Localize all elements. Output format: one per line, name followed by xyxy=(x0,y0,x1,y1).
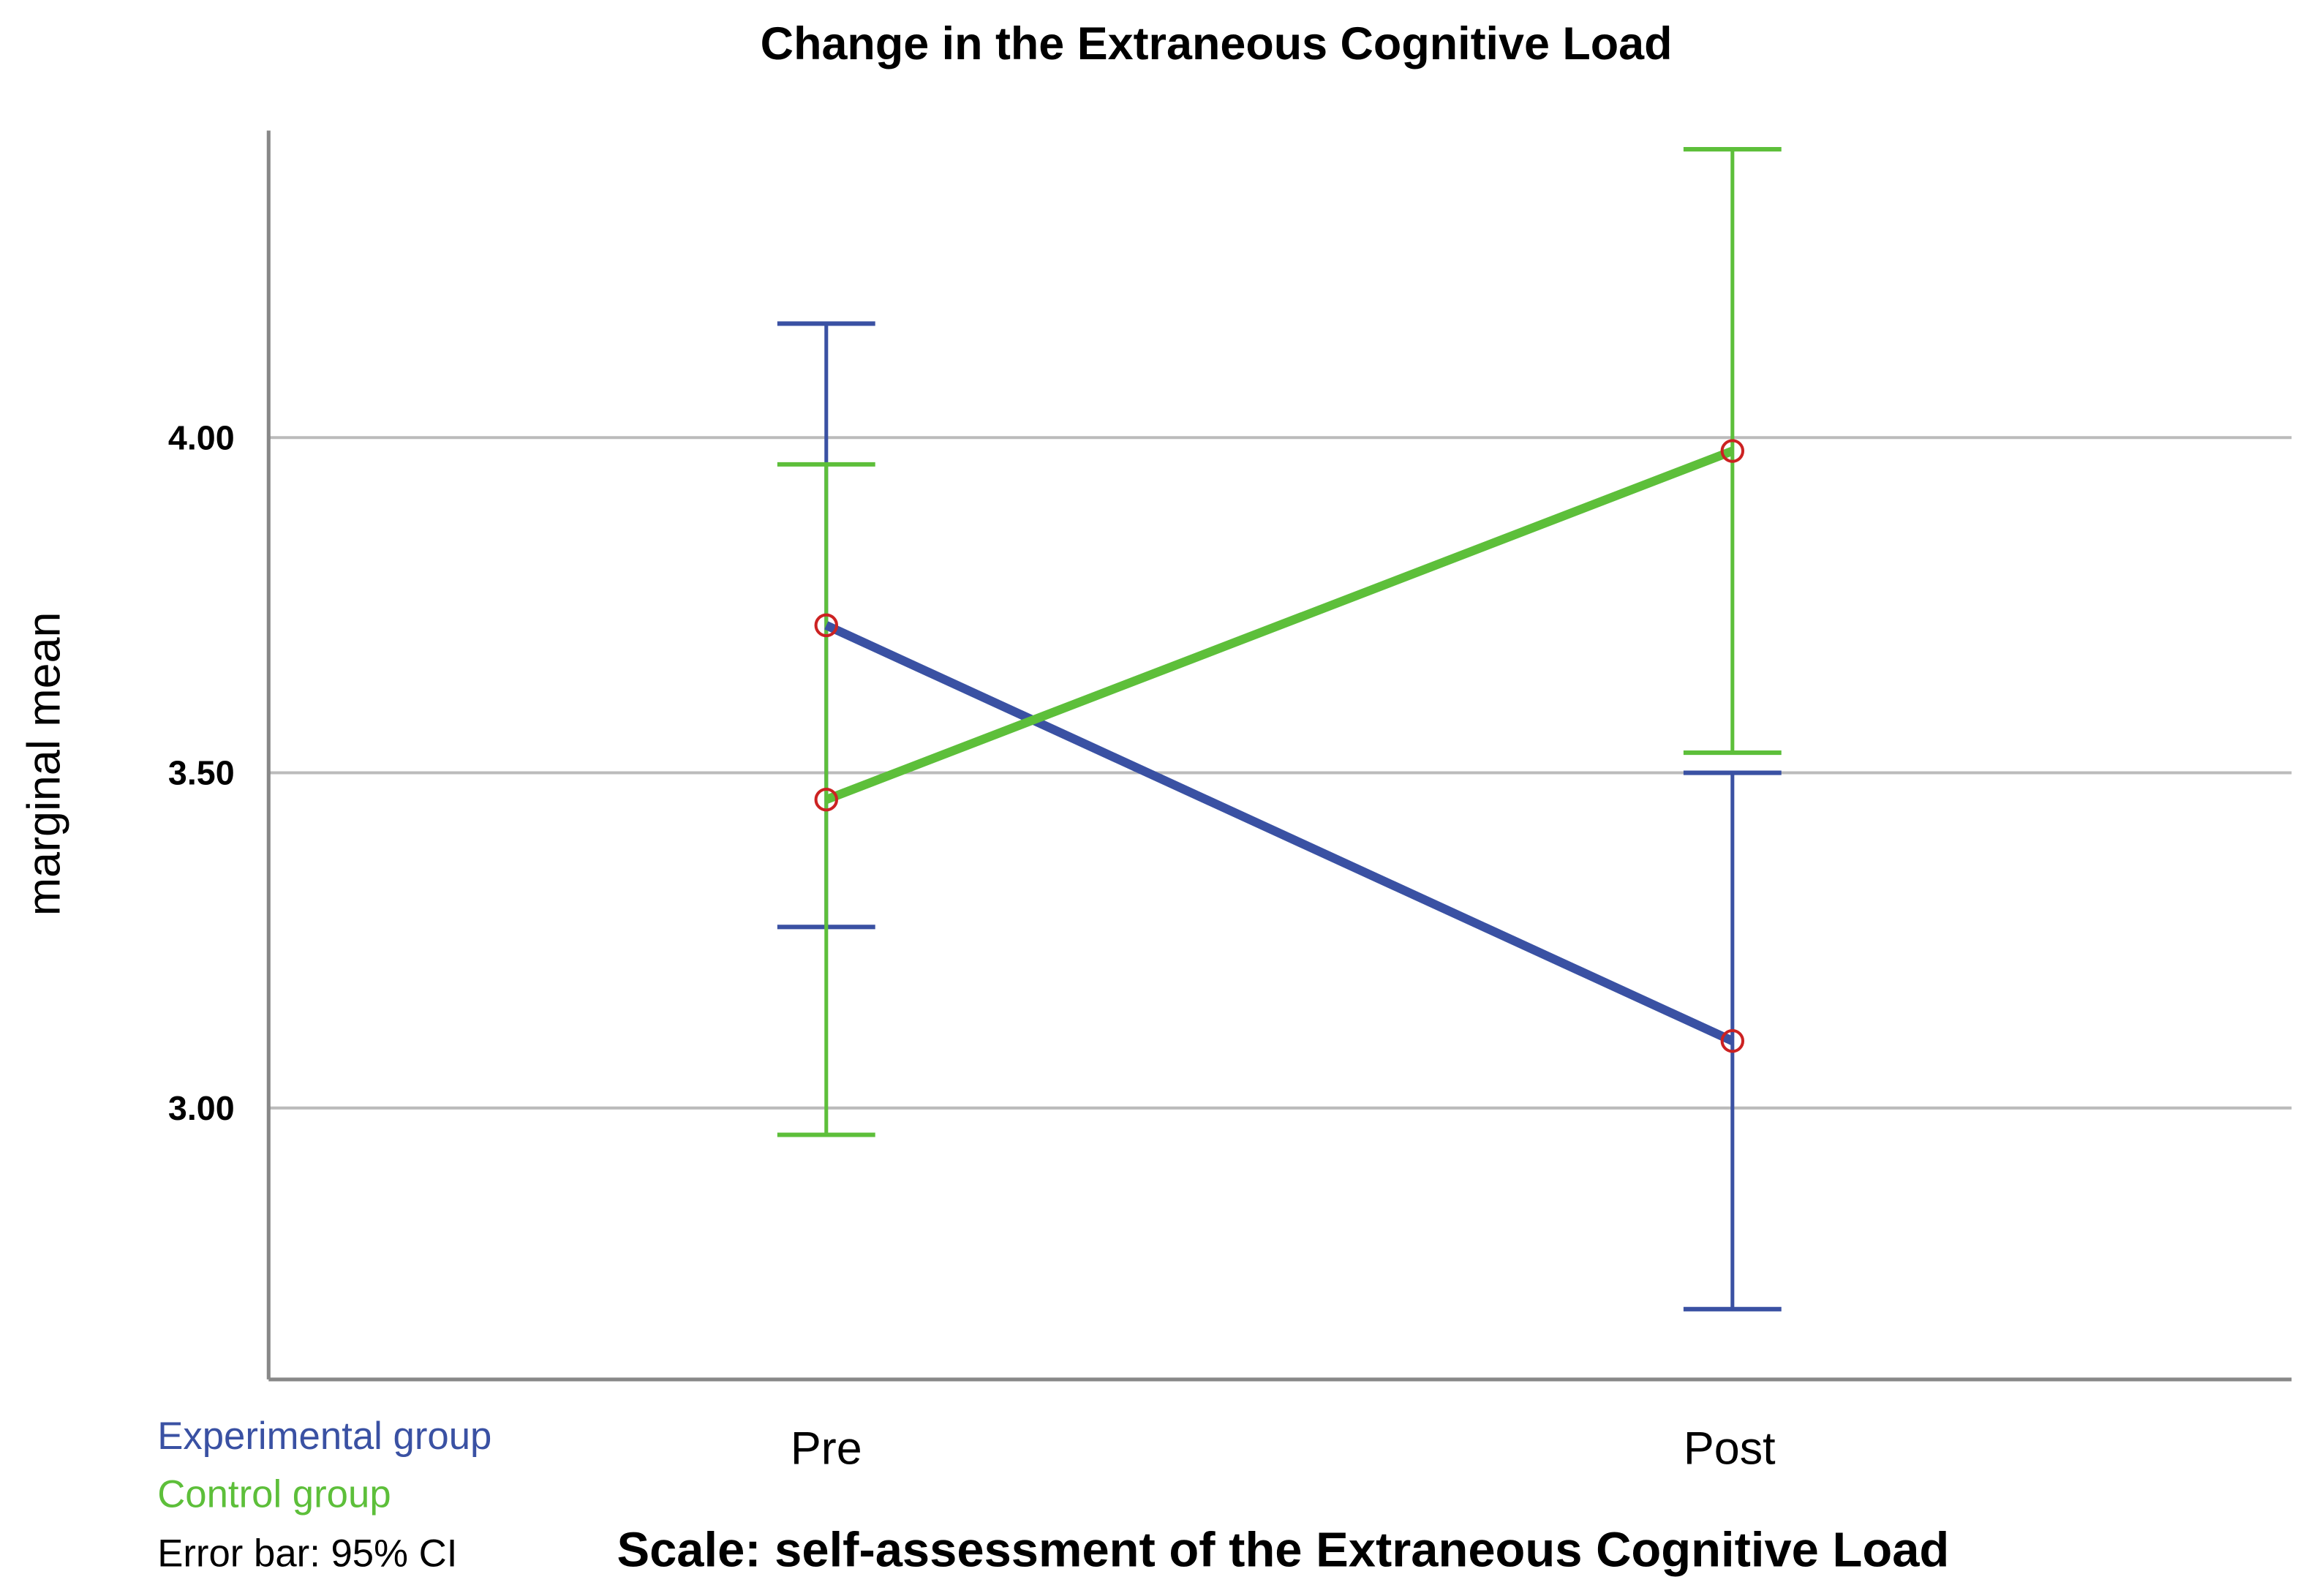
y-tick-label: 3.50 xyxy=(168,754,235,792)
y-tick-label: 4.00 xyxy=(168,418,235,456)
control-data-point xyxy=(814,787,839,812)
x-axis-label: Scale: self-assessment of the Extraneous… xyxy=(617,1522,1949,1577)
chart-title: Change in the Extraneous Cognitive Load xyxy=(761,18,1673,69)
experimental-data-point xyxy=(1720,1028,1745,1053)
experimental-data-point xyxy=(814,613,839,638)
y-tick-label: 3.00 xyxy=(168,1089,235,1127)
legend-experimental: Experimental group xyxy=(157,1415,491,1458)
y-axis-label: marginal mean xyxy=(18,611,69,916)
x-tick-label: Pre xyxy=(791,1423,862,1475)
x-tick-label: Post xyxy=(1684,1423,1776,1475)
experimental-series-line xyxy=(824,621,1735,1045)
error-bar-note: Error bar: 95% CI xyxy=(157,1532,457,1575)
control-data-point xyxy=(1720,439,1745,463)
legend-control: Control group xyxy=(157,1472,391,1516)
control-series-line xyxy=(824,446,1735,804)
